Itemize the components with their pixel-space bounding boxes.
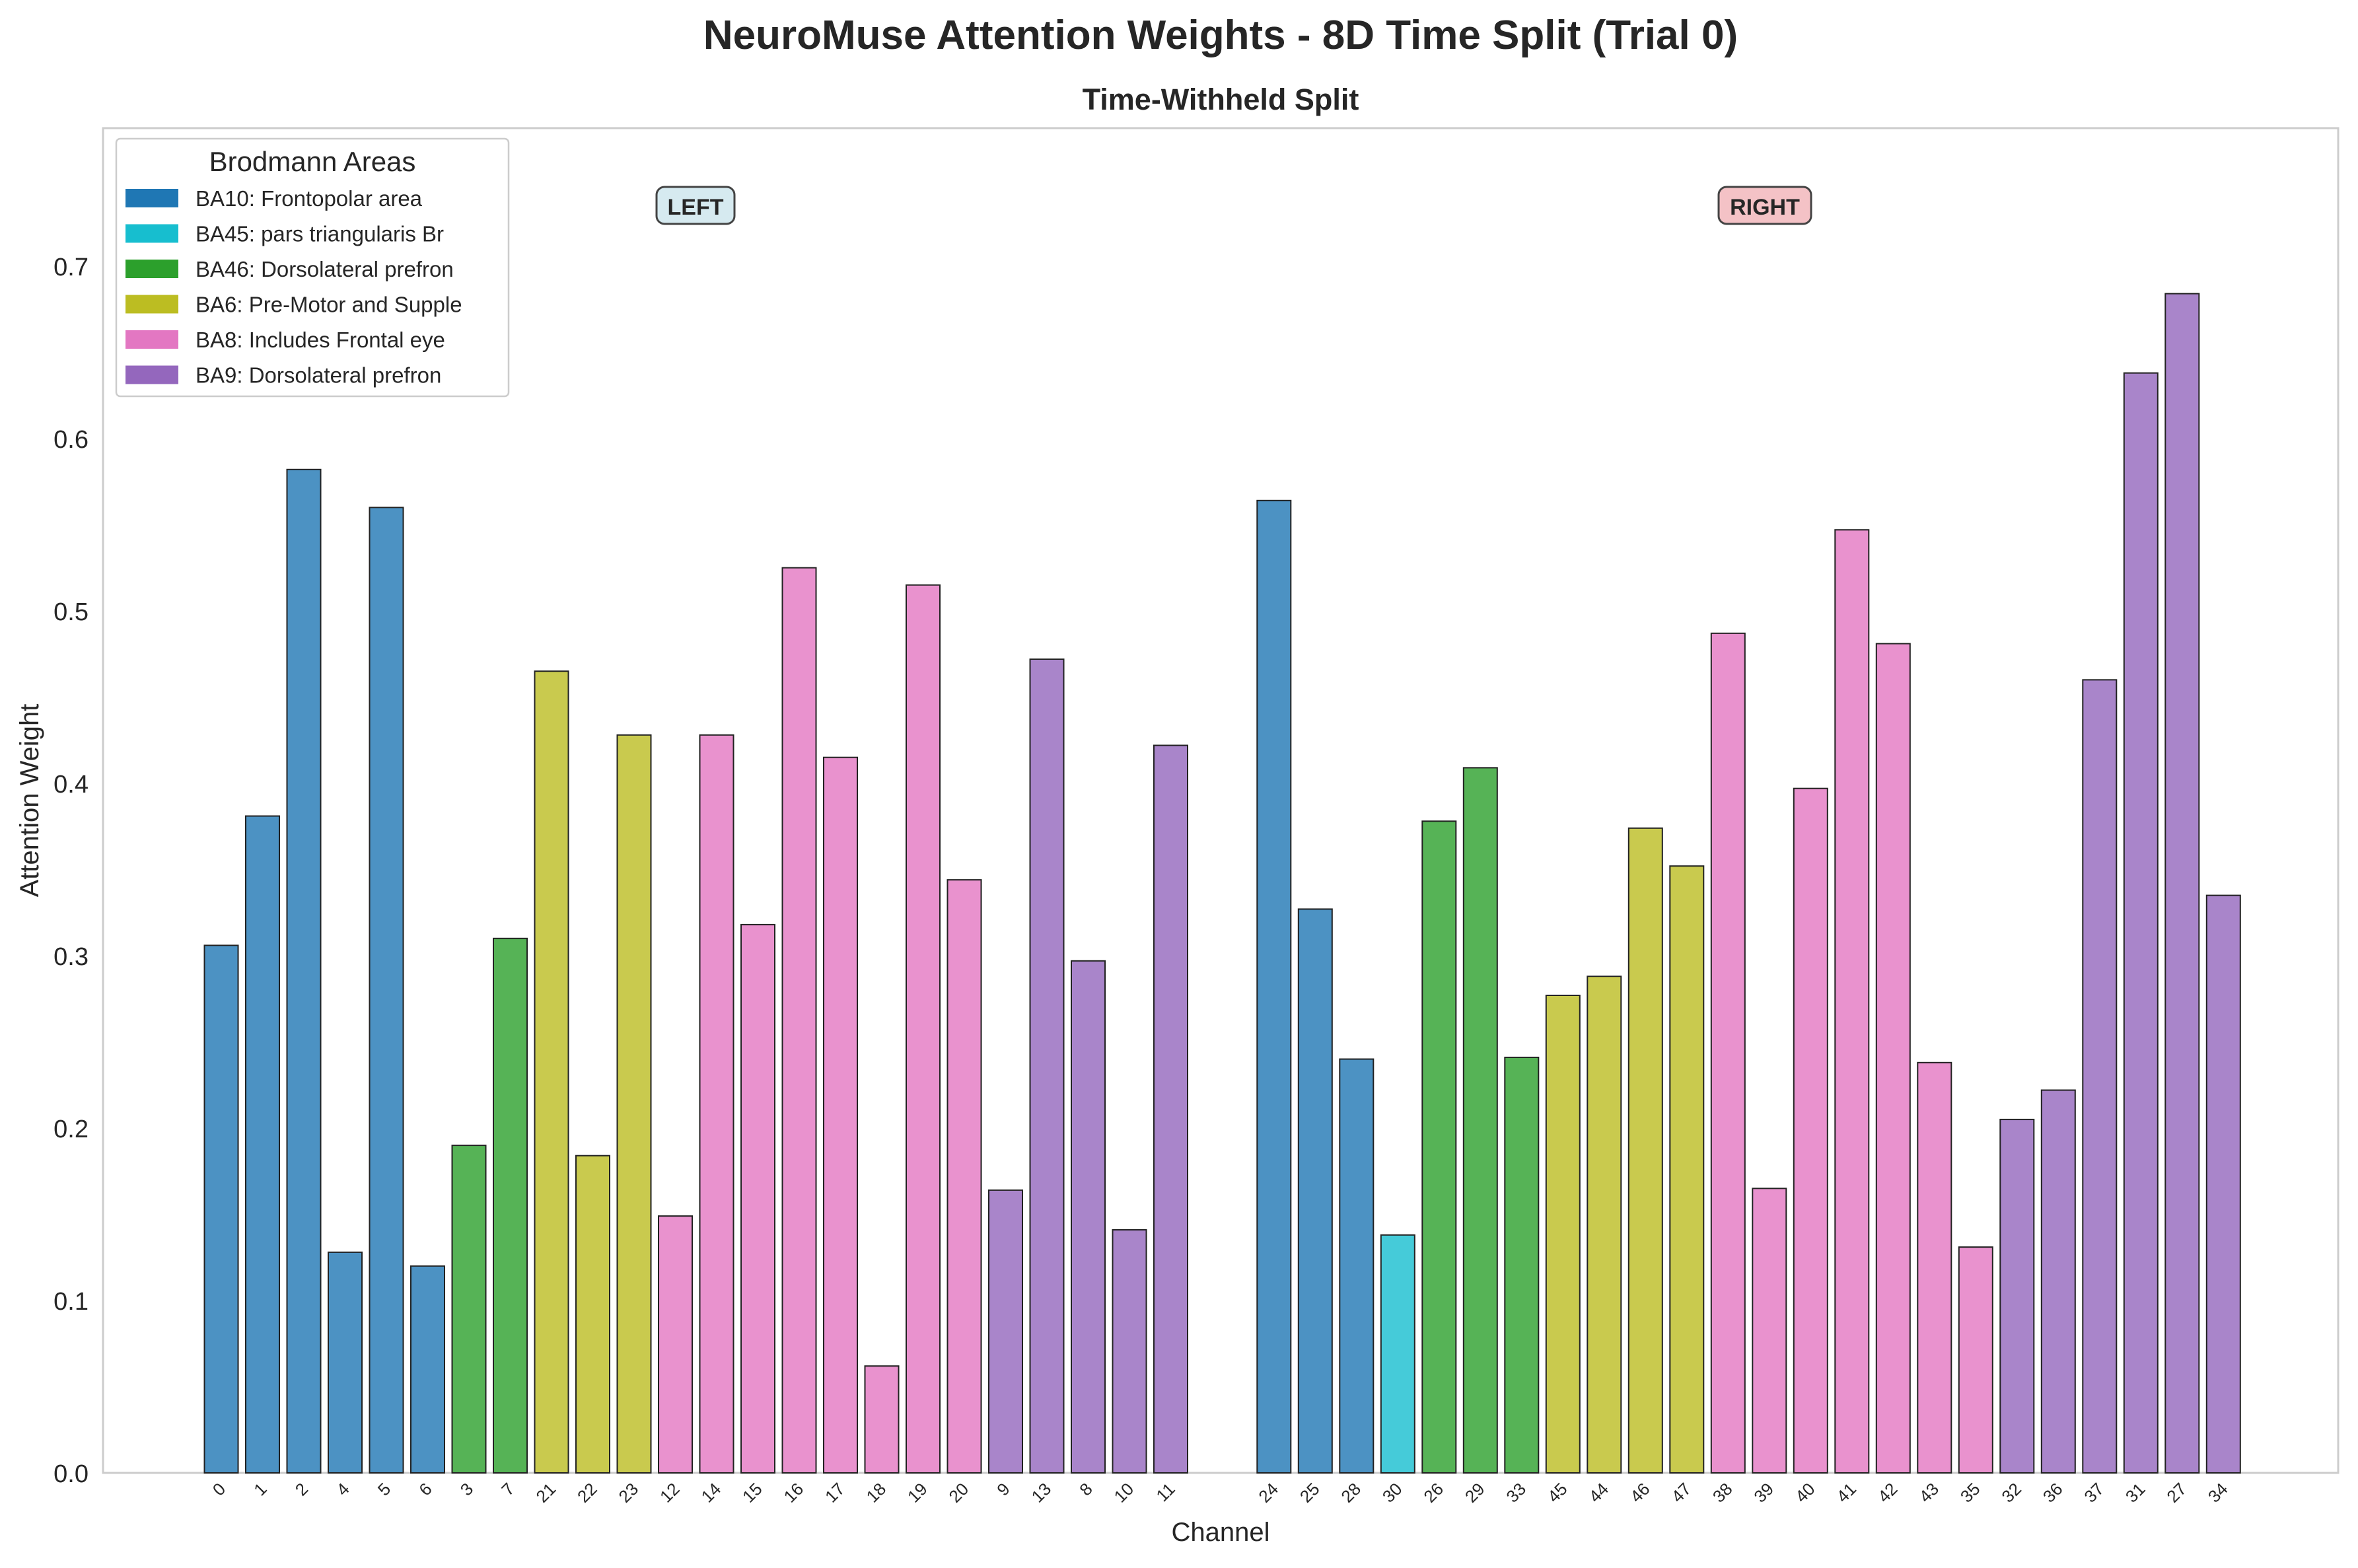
bar-channel-32 <box>1999 1118 2035 1474</box>
bar-channel-7 <box>493 937 528 1474</box>
bar-channel-13 <box>1029 659 1065 1474</box>
legend-swatch <box>125 365 178 384</box>
bar-channel-20 <box>947 879 982 1474</box>
right-label: RIGHT <box>1730 195 1800 220</box>
bar-channel-18 <box>864 1365 900 1474</box>
bar-channel-42 <box>1875 643 1911 1474</box>
legend-label: BA8: Includes Frontal eye <box>196 328 445 352</box>
bar-channel-45 <box>1545 995 1581 1474</box>
legend-label: BA46: Dorsolateral prefron <box>196 257 454 281</box>
bar-channel-22 <box>575 1155 610 1474</box>
legend: Brodmann Areas BA10: Frontopolar area BA4… <box>115 137 510 398</box>
bar-channel-6 <box>410 1265 445 1474</box>
bar-channel-4 <box>328 1251 363 1474</box>
bar-channel-0 <box>203 944 239 1474</box>
bar-channel-37 <box>2082 679 2118 1474</box>
legend-swatch <box>125 295 178 314</box>
bar-channel-8 <box>1071 960 1106 1474</box>
bar-channel-34 <box>2205 894 2241 1474</box>
legend-label: BA6: Pre-Motor and Supple <box>196 293 462 317</box>
bar-channel-21 <box>534 670 569 1474</box>
left-label: LEFT <box>668 195 724 220</box>
bar-channel-11 <box>1153 744 1188 1474</box>
bar-channel-19 <box>906 584 941 1474</box>
bar-channel-23 <box>616 734 652 1474</box>
bar-channel-14 <box>699 734 734 1474</box>
bar-channel-31 <box>2123 372 2159 1474</box>
legend-swatch <box>125 330 178 349</box>
bar-channel-2 <box>286 468 322 1474</box>
axes-title: Time-Withheld Split <box>1083 83 1359 116</box>
y-tick-label: 0.6 <box>54 426 89 454</box>
legend-label: BA45: pars triangularis Br <box>196 222 444 246</box>
bar-channel-1 <box>245 815 280 1474</box>
bars-group <box>203 293 2241 1474</box>
bar-channel-38 <box>1710 632 1746 1474</box>
y-tick-label: 0.2 <box>54 1116 89 1143</box>
bar-channel-30 <box>1380 1234 1415 1474</box>
bar-channel-27 <box>2164 293 2200 1474</box>
bar-channel-44 <box>1587 976 1622 1474</box>
bar-channel-28 <box>1339 1058 1375 1474</box>
legend-label: BA9: Dorsolateral prefron <box>196 363 441 388</box>
bar-channel-41 <box>1834 529 1870 1474</box>
y-tick-label: 0.4 <box>54 771 89 799</box>
legend-swatch <box>125 189 178 207</box>
legend-swatch <box>125 224 178 243</box>
bar-channel-9 <box>988 1189 1023 1474</box>
bar-channel-25 <box>1297 908 1333 1474</box>
bar-channel-29 <box>1462 767 1498 1474</box>
x-axis-label: Channel <box>1171 1518 1269 1547</box>
y-axis-label: Attention Weight <box>15 704 44 898</box>
y-tick-label: 0.5 <box>54 598 89 626</box>
bar-channel-36 <box>2040 1089 2076 1474</box>
right-annotation: RIGHT <box>1717 186 1812 225</box>
bar-channel-46 <box>1627 827 1663 1474</box>
legend-frame <box>115 137 510 398</box>
bar-channel-43 <box>1917 1061 1952 1474</box>
bar-channel-39 <box>1752 1188 1787 1474</box>
y-tick-label: 0.0 <box>54 1460 89 1488</box>
y-tick-label: 0.3 <box>54 943 89 971</box>
y-tick-label: 0.1 <box>54 1288 89 1316</box>
legend-label: BA10: Frontopolar area <box>196 186 423 211</box>
bar-channel-24 <box>1256 499 1292 1474</box>
y-axis: 0.0 0.1 0.2 0.3 0.4 0.5 0.6 0.7 <box>54 254 89 1488</box>
bar-channel-10 <box>1112 1229 1147 1474</box>
bar-channel-3 <box>451 1145 487 1474</box>
left-annotation: LEFT <box>655 186 736 225</box>
legend-swatch <box>125 260 178 278</box>
figure-title: NeuroMuse Attention Weights - 8D Time Sp… <box>703 13 1738 58</box>
bar-channel-17 <box>823 756 858 1474</box>
bar-channel-33 <box>1504 1056 1540 1474</box>
plot-area-frame <box>102 127 2340 1474</box>
bar-channel-40 <box>1793 787 1828 1474</box>
bar-channel-15 <box>740 923 775 1474</box>
bar-channel-16 <box>781 567 817 1474</box>
y-tick-label: 0.7 <box>54 254 89 281</box>
bar-channel-5 <box>369 507 404 1474</box>
bar-channel-47 <box>1669 865 1705 1474</box>
legend-items: BA10: Frontopolar area BA45: pars triangu… <box>125 186 462 388</box>
bar-channel-35 <box>1958 1246 1993 1474</box>
legend-title: Brodmann Areas <box>209 146 416 177</box>
bar-channel-12 <box>658 1215 693 1474</box>
bar-channel-26 <box>1421 820 1457 1474</box>
